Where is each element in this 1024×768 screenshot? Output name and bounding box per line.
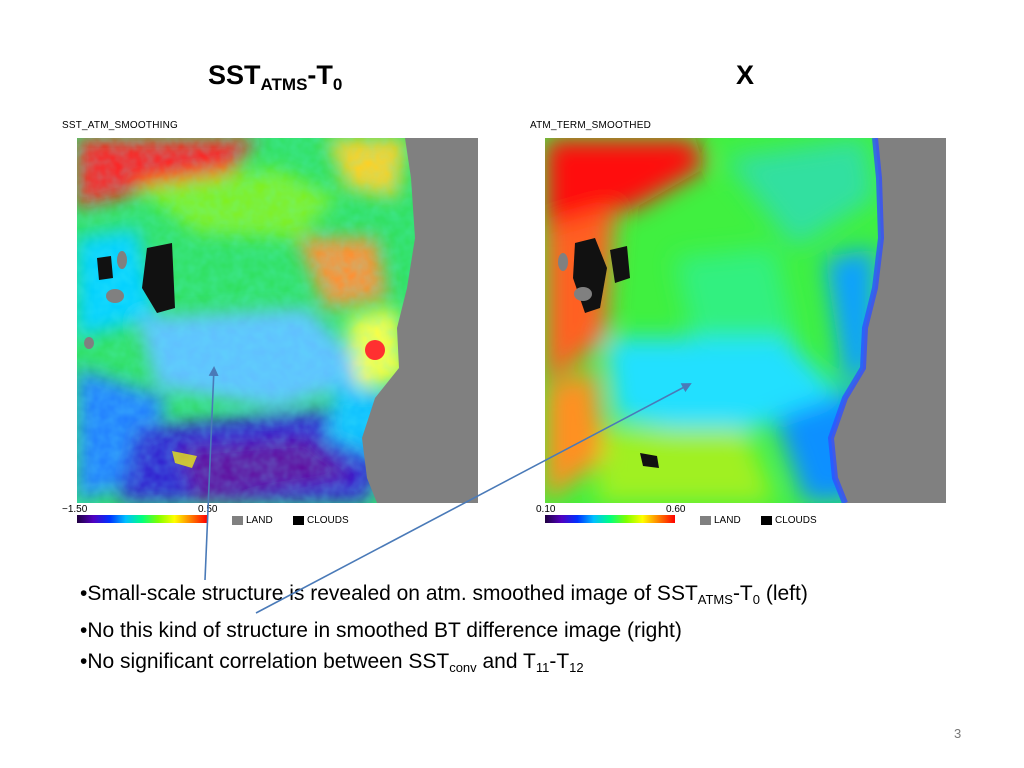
- left-legend-land: LAND: [232, 515, 273, 526]
- bullet-item-3: •No significant correlation between SSTc…: [80, 650, 584, 675]
- clouds-swatch: [293, 516, 304, 525]
- left-map-label: SST_ATM_SMOOTHING: [62, 120, 179, 131]
- page-number: 3: [954, 726, 962, 741]
- right-colorbar: [545, 515, 675, 523]
- right-bt-map-image: [545, 138, 946, 503]
- clouds-swatch: [761, 516, 772, 525]
- left-colorbar: [77, 515, 207, 523]
- right-map-panel: ATM_TERM_SMOOTHED: [528, 118, 968, 538]
- arrow-to-left-map: [204, 366, 219, 581]
- left-sst-map-image: [77, 138, 478, 503]
- left-panel-title: SSTATMS-T0: [208, 60, 343, 94]
- land-swatch: [700, 516, 711, 525]
- left-map-panel: SST_ATM_SMOOTHING: [60, 118, 500, 538]
- left-legend-clouds: CLOUDS: [293, 515, 349, 526]
- bullet-item-2: •No this kind of structure in smoothed B…: [80, 619, 682, 642]
- bullet-list: •Small-scale structure is revealed on at…: [80, 578, 808, 683]
- left-colorbar-min: −1.50: [62, 504, 88, 515]
- right-colorbar-min: 0.10: [536, 504, 556, 515]
- bullet-item-1: •Small-scale structure is revealed on at…: [80, 582, 808, 607]
- arrow-to-right-map: [255, 383, 692, 614]
- right-map-label: ATM_TERM_SMOOTHED: [530, 120, 651, 131]
- right-legend-land: LAND: [700, 515, 741, 526]
- right-legend-clouds: CLOUDS: [761, 515, 817, 526]
- right-colorbar-max: 0.60: [666, 504, 686, 515]
- right-panel-title: X: [736, 60, 755, 90]
- land-swatch: [232, 516, 243, 525]
